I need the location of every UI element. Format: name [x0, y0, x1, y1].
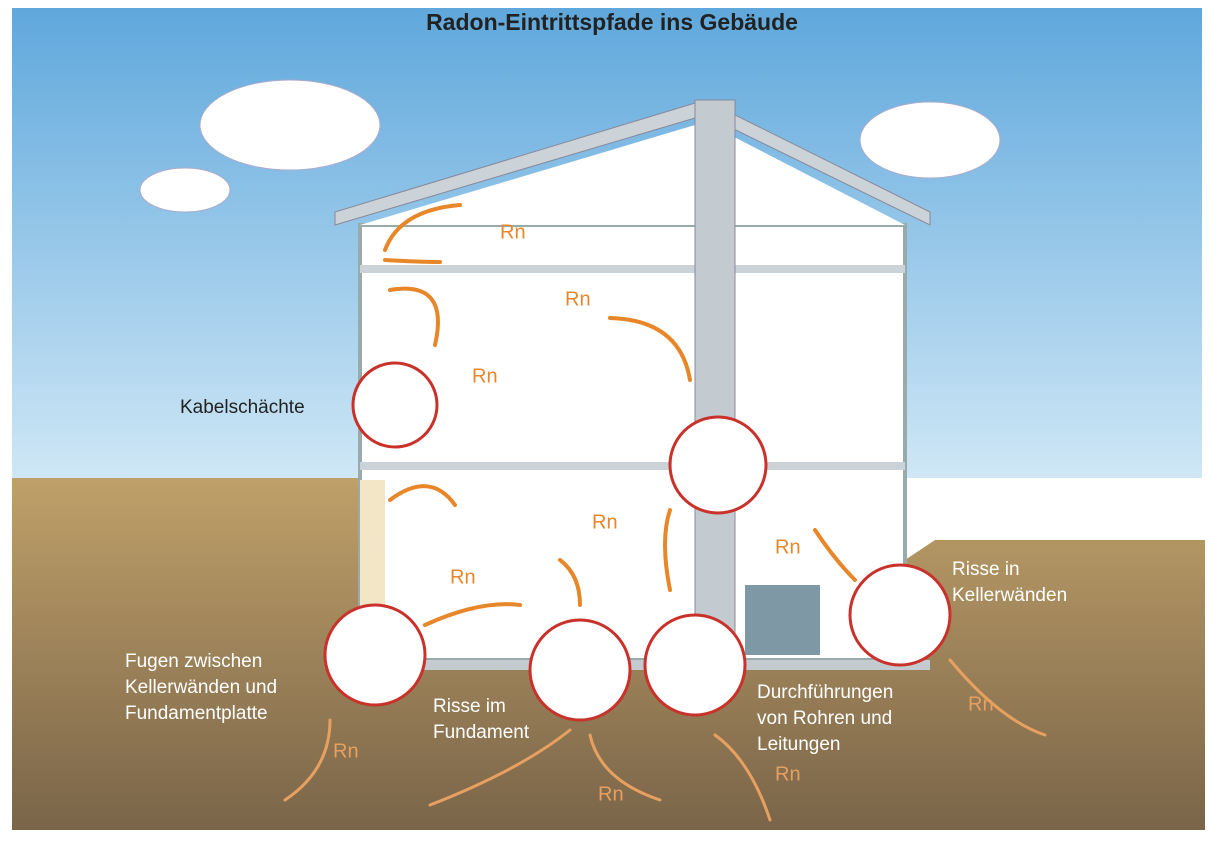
- radon-indoor: Rn: [592, 511, 618, 533]
- label-line: Leitungen: [757, 734, 840, 755]
- radon-indoor: Rn: [472, 365, 498, 387]
- label-line: Kabelschächte: [180, 397, 305, 418]
- label-line: Risse im: [433, 696, 506, 717]
- radon-indoor: Rn: [775, 536, 801, 558]
- label-line: Kellerwänden: [952, 585, 1067, 606]
- label-line: Fundamentplatte: [125, 703, 268, 724]
- radon-indoor: Rn: [450, 566, 476, 588]
- label-line: Fundament: [433, 722, 530, 743]
- label-line: von Rohren und: [757, 708, 892, 729]
- title: Radon-Eintrittspfade ins Gebäude: [426, 9, 798, 35]
- radon-ground: Rn: [775, 763, 801, 785]
- radon-ground: Rn: [333, 740, 359, 762]
- label-line: Fugen zwischen: [125, 651, 262, 672]
- diagram: Radon-Eintrittspfade ins Gebäude Kabelsc…: [0, 0, 1213, 841]
- radon-indoor: Rn: [500, 221, 526, 243]
- label-line: Durchführungen: [757, 682, 893, 703]
- radon-indoor: Rn: [565, 288, 591, 310]
- label-line: Risse in: [952, 559, 1020, 580]
- label-line: Kellerwänden und: [125, 677, 277, 698]
- radon-ground: Rn: [598, 783, 624, 805]
- radon-ground: Rn: [968, 693, 994, 715]
